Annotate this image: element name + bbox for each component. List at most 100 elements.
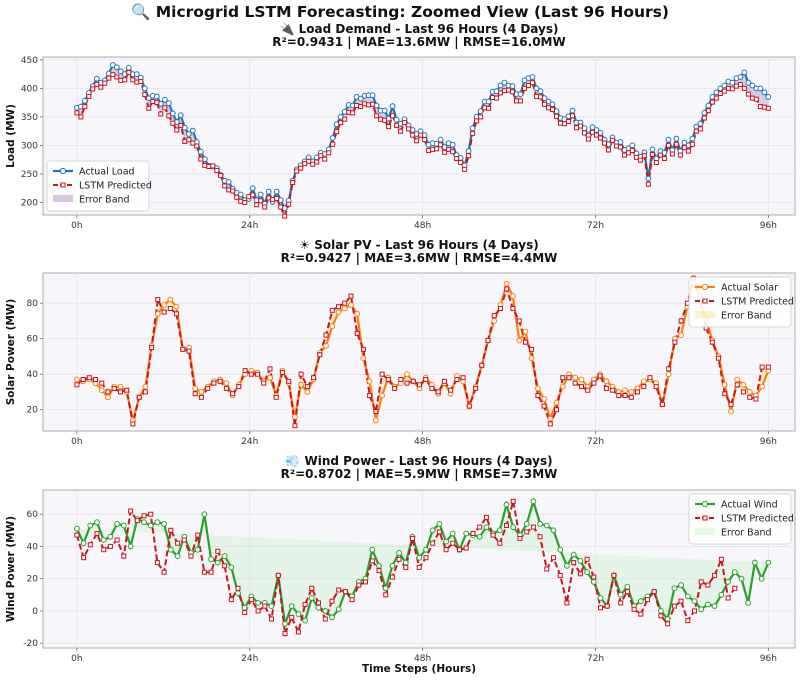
panel-subtitle: R²=0.9431 | MAE=13.6MW | RMSE=16.0MW (272, 35, 565, 49)
predicted-point (542, 101, 547, 107)
predicted-point (645, 597, 650, 603)
predicted-point (309, 585, 315, 591)
predicted-point (616, 393, 622, 398)
predicted-point (649, 152, 655, 157)
legend-predicted-marker (60, 182, 66, 188)
actual-point (577, 558, 584, 564)
predicted-point (87, 542, 93, 548)
predicted-point (386, 124, 392, 130)
predicted-point (322, 616, 328, 622)
actual-point (570, 551, 577, 558)
predicted-point (363, 579, 368, 585)
predicted-point (201, 569, 207, 575)
predicted-point (602, 140, 607, 146)
actual-point (758, 575, 765, 582)
predicted-point (382, 117, 388, 123)
actual-point (335, 309, 342, 316)
figure-title: 🔍 Microgrid LSTM Forecasting: Zoomed Vie… (131, 1, 669, 21)
predicted-point (367, 393, 373, 398)
actual-point (117, 68, 124, 75)
predicted-point (522, 339, 528, 345)
x-tick-label: 0h (71, 654, 82, 664)
predicted-point (167, 306, 173, 311)
actual-point (161, 96, 168, 103)
actual-point (757, 85, 764, 92)
actual-point (288, 603, 295, 609)
predicted-point (732, 585, 738, 591)
chart-panels: 🔌 Load Demand - Last 96 Hours (4 Days)R²… (5, 22, 796, 675)
predicted-point (572, 380, 578, 386)
predicted-point (282, 213, 288, 219)
predicted-point (470, 130, 476, 136)
actual-point (545, 98, 552, 105)
predicted-point (180, 346, 186, 352)
predicted-point (298, 165, 304, 171)
predicted-point (354, 330, 360, 336)
predicted-point (729, 86, 735, 92)
predicted-point (250, 192, 256, 198)
predicted-point (346, 109, 352, 115)
predicted-point (622, 393, 628, 398)
panel-title: 💨 Wind Power - Last 96 Hours (4 Days) (285, 454, 552, 468)
predicted-point (434, 146, 440, 152)
legend: Actual Solar LSTM Predicted Error Band (688, 276, 794, 328)
predicted-point (402, 120, 408, 126)
predicted-point (435, 389, 441, 395)
predicted-point (261, 380, 267, 386)
predicted-point (279, 369, 285, 375)
legend-box (688, 276, 792, 328)
actual-point (437, 136, 444, 143)
y-tick-label: 200 (21, 198, 38, 208)
legend-actual-label: Actual Wind (721, 500, 778, 511)
predicted-point (410, 378, 416, 384)
predicted-point (134, 518, 140, 524)
x-tick-label: 48h (414, 437, 431, 447)
predicted-point (622, 152, 627, 158)
actual-point (173, 303, 180, 310)
predicted-point (518, 98, 523, 104)
predicted-point (290, 180, 296, 185)
predicted-point (517, 535, 523, 541)
predicted-point (270, 197, 276, 203)
predicted-point (223, 385, 229, 391)
actual-point (436, 521, 443, 527)
predicted-point (383, 592, 389, 598)
predicted-point (705, 582, 711, 588)
actual-point (127, 543, 134, 550)
predicted-point (734, 382, 740, 388)
y-tick-label: -20 (23, 639, 38, 649)
predicted-point (274, 196, 280, 201)
actual-point (629, 142, 636, 149)
actual-point (323, 342, 329, 349)
actual-point (302, 617, 309, 624)
panel-title: ☀ Solar PV - Last 96 Hours (4 Days) (299, 238, 538, 252)
actual-point (529, 74, 536, 80)
legend-band-swatch (53, 195, 73, 202)
y-axis-label: Wind Power (MW) (5, 516, 17, 622)
actual-point (761, 89, 768, 96)
legend-band-swatch (695, 528, 715, 535)
predicted-point (304, 384, 310, 390)
predicted-point (725, 85, 731, 91)
predicted-point (591, 380, 597, 386)
actual-point (559, 383, 566, 390)
predicted-point (86, 93, 92, 99)
predicted-point (491, 313, 497, 319)
predicted-point (618, 600, 624, 606)
actual-point (341, 305, 348, 312)
predicted-point (273, 394, 279, 400)
actual-point (737, 74, 744, 80)
predicted-point (311, 375, 317, 381)
predicted-point (753, 96, 759, 102)
predicted-point (398, 377, 404, 382)
predicted-point (222, 563, 228, 569)
predicted-series-line (76, 274, 769, 427)
predicted-point (485, 338, 491, 343)
predicted-point (316, 600, 321, 606)
predicted-point (705, 108, 711, 114)
actual-point (348, 302, 354, 308)
actual-point (569, 107, 576, 114)
predicted-point (266, 195, 272, 201)
actual-point (80, 540, 87, 547)
